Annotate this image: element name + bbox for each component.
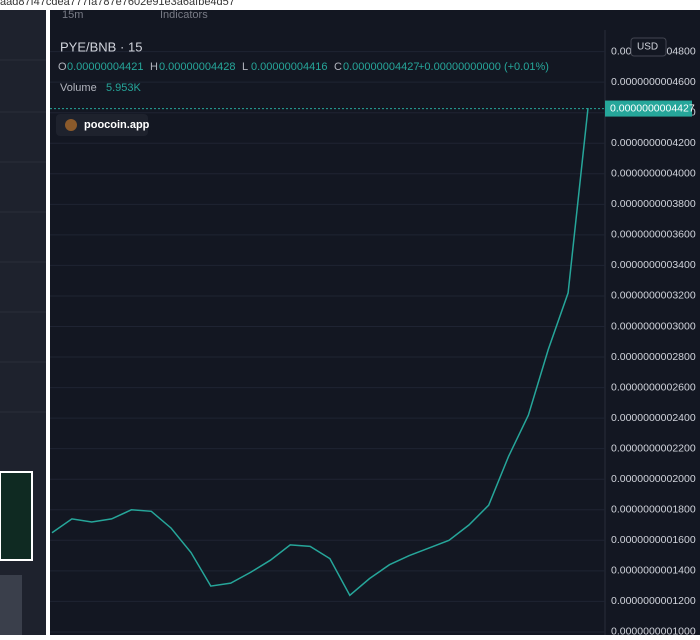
sidebar-card — [0, 575, 22, 635]
symbol-interval: 15 — [128, 39, 142, 54]
y-tick-label: 0.0000000004000 — [611, 168, 696, 180]
y-tick-label: 0.0000000002800 — [611, 351, 696, 363]
interval-button[interactable]: 15m — [62, 9, 83, 21]
y-tick-label: 0.0000000002000 — [611, 473, 696, 485]
sidebar-rows — [0, 59, 46, 413]
price-line — [51, 108, 589, 597]
y-tick-label: 0.0000000001000 — [611, 626, 696, 635]
y-tick-label: 0.0000000001600 — [611, 534, 696, 546]
ohlc-key: O — [58, 61, 67, 73]
y-tick-label: 0.0000000002400 — [611, 412, 696, 424]
ohlc-key: C — [334, 61, 342, 73]
y-tick-label: 0.0000000004200 — [611, 137, 696, 149]
y-tick-label: 0.0000000001400 — [611, 565, 696, 577]
ohlc-value: 0.00000004428 — [159, 61, 235, 73]
ohlc-key: L — [242, 61, 248, 73]
y-tick-label: 0.0000000002600 — [611, 381, 696, 393]
y-tick-label: 0.0000000003800 — [611, 198, 696, 210]
separator: · — [120, 39, 124, 54]
last-price-label: 0.0000000004427 — [610, 102, 695, 114]
url: aad87f47cdea777fa787e7602e91e3a6afbe4d57 — [0, 0, 235, 8]
ohlc-value: 0.00000004416 — [251, 61, 327, 73]
currency-button[interactable] — [630, 37, 667, 57]
source[interactable]: poocoin.app — [84, 119, 150, 131]
ohlc-value: 0.00000004421 — [67, 61, 143, 73]
ohlc-legend: O 0.00000004421 H 0.00000004428 L 0.000000044… — [58, 61, 549, 73]
y-tick-label: 0.0000000003200 — [611, 290, 696, 302]
y-tick-label: 0.0000000004600 — [611, 76, 696, 88]
y-tick-label: 0.0000000003000 — [611, 320, 696, 332]
change: +0.00000000000 (+0.01%) — [418, 61, 549, 73]
indicators-button[interactable]: Indicators — [160, 9, 208, 21]
source-icon — [65, 119, 77, 131]
y-tick-label: 0.0000000002200 — [611, 442, 696, 454]
y-tick-label: 0.0000000001800 — [611, 504, 696, 516]
currency[interactable]: USD — [637, 42, 658, 53]
url-bar — [0, 0, 700, 10]
y-tick-label: 0.0000000003400 — [611, 259, 696, 271]
symbol: PYE/BNB — [60, 39, 116, 54]
last-price-box — [605, 100, 692, 117]
source-badge[interactable] — [56, 114, 148, 136]
ohlc-value: 0.00000004427 — [343, 61, 419, 73]
thumbnail[interactable] — [0, 471, 33, 561]
y-tick-label: 0.0000000003600 — [611, 229, 696, 241]
volume-value: 5.953K — [106, 82, 142, 94]
y-tick-label: 0.0000000001200 — [611, 595, 696, 607]
ohlc-key: H — [150, 61, 158, 73]
chart-panel — [50, 10, 700, 635]
volume-label: Volume — [60, 82, 97, 94]
